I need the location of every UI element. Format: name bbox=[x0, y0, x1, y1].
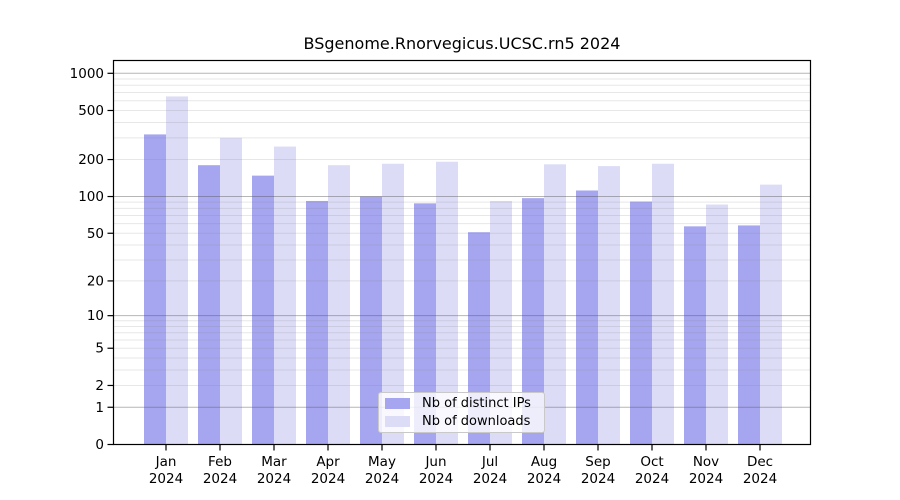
bar bbox=[382, 163, 404, 445]
legend-swatch-distinct-ips bbox=[385, 398, 410, 409]
x-tick-label-month: Jul bbox=[481, 454, 498, 470]
legend-item-downloads: Nb of downloads bbox=[385, 413, 538, 431]
x-tick-label-month: Feb bbox=[208, 454, 232, 470]
bar bbox=[166, 96, 188, 445]
bar bbox=[544, 164, 566, 445]
bar bbox=[468, 232, 490, 445]
x-tick-label-year: 2024 bbox=[689, 471, 723, 487]
bar bbox=[706, 204, 728, 445]
bar bbox=[652, 163, 674, 445]
y-tick-label: 100 bbox=[78, 189, 104, 205]
x-tick-label-month: May bbox=[368, 454, 396, 470]
x-tick-label-month: Nov bbox=[693, 454, 719, 470]
chart-legend: Nb of distinct IPs Nb of downloads bbox=[378, 392, 545, 433]
x-tick-label-month: Jun bbox=[424, 454, 446, 470]
bar bbox=[684, 226, 706, 445]
x-tick-label-month: Sep bbox=[585, 454, 610, 470]
x-tick-label-month: Jan bbox=[155, 454, 177, 470]
y-tick-label: 0 bbox=[95, 437, 104, 453]
bar bbox=[738, 225, 760, 445]
x-tick-label-year: 2024 bbox=[203, 471, 237, 487]
x-tick-label-year: 2024 bbox=[527, 471, 561, 487]
bar bbox=[144, 134, 166, 445]
legend-label-downloads: Nb of downloads bbox=[422, 413, 531, 429]
plot-border bbox=[112, 59, 812, 446]
x-tick-label-month: Dec bbox=[747, 454, 773, 470]
bar bbox=[274, 146, 296, 445]
chart-title: BSgenome.Rnorvegicus.UCSC.rn5 2024 bbox=[303, 34, 621, 53]
x-tick-label-year: 2024 bbox=[581, 471, 615, 487]
bar bbox=[252, 175, 274, 445]
bar bbox=[490, 200, 512, 445]
bar bbox=[306, 200, 328, 445]
y-tick-label: 10 bbox=[87, 308, 104, 324]
x-tick-label-month: Aug bbox=[531, 454, 557, 470]
bar bbox=[630, 201, 652, 445]
bar bbox=[198, 165, 220, 445]
y-tick-label: 1000 bbox=[70, 66, 104, 82]
x-tick-label-year: 2024 bbox=[419, 471, 453, 487]
y-tick-label: 2 bbox=[95, 378, 104, 394]
x-tick-label-month: Apr bbox=[316, 454, 340, 470]
bar bbox=[436, 161, 458, 445]
bar bbox=[522, 198, 544, 445]
x-tick-label-month: Mar bbox=[261, 454, 287, 470]
legend-label-distinct-ips: Nb of distinct IPs bbox=[422, 395, 531, 411]
bar bbox=[576, 190, 598, 445]
y-tick-label: 500 bbox=[78, 103, 104, 119]
x-tick-label-year: 2024 bbox=[149, 471, 183, 487]
x-tick-label-year: 2024 bbox=[311, 471, 345, 487]
x-tick-label-year: 2024 bbox=[257, 471, 291, 487]
x-tick-label-year: 2024 bbox=[473, 471, 507, 487]
x-tick-label-year: 2024 bbox=[365, 471, 399, 487]
x-tick-label-month: Oct bbox=[640, 454, 663, 470]
y-tick-label: 50 bbox=[87, 226, 104, 242]
bar bbox=[760, 184, 782, 445]
legend-swatch-downloads bbox=[385, 416, 410, 427]
bar bbox=[414, 203, 436, 445]
y-tick-label: 5 bbox=[95, 341, 104, 357]
y-tick-label: 1 bbox=[95, 400, 104, 416]
bar bbox=[328, 165, 350, 445]
legend-item-distinct-ips: Nb of distinct IPs bbox=[385, 395, 538, 413]
x-tick-label-year: 2024 bbox=[635, 471, 669, 487]
bar bbox=[220, 137, 242, 445]
bars bbox=[144, 96, 782, 445]
bar bbox=[360, 196, 382, 445]
bar bbox=[598, 166, 620, 445]
x-tick-label-year: 2024 bbox=[743, 471, 777, 487]
gridlines bbox=[113, 72, 811, 408]
y-tick-label: 200 bbox=[78, 152, 104, 168]
y-tick-label: 20 bbox=[87, 273, 104, 289]
